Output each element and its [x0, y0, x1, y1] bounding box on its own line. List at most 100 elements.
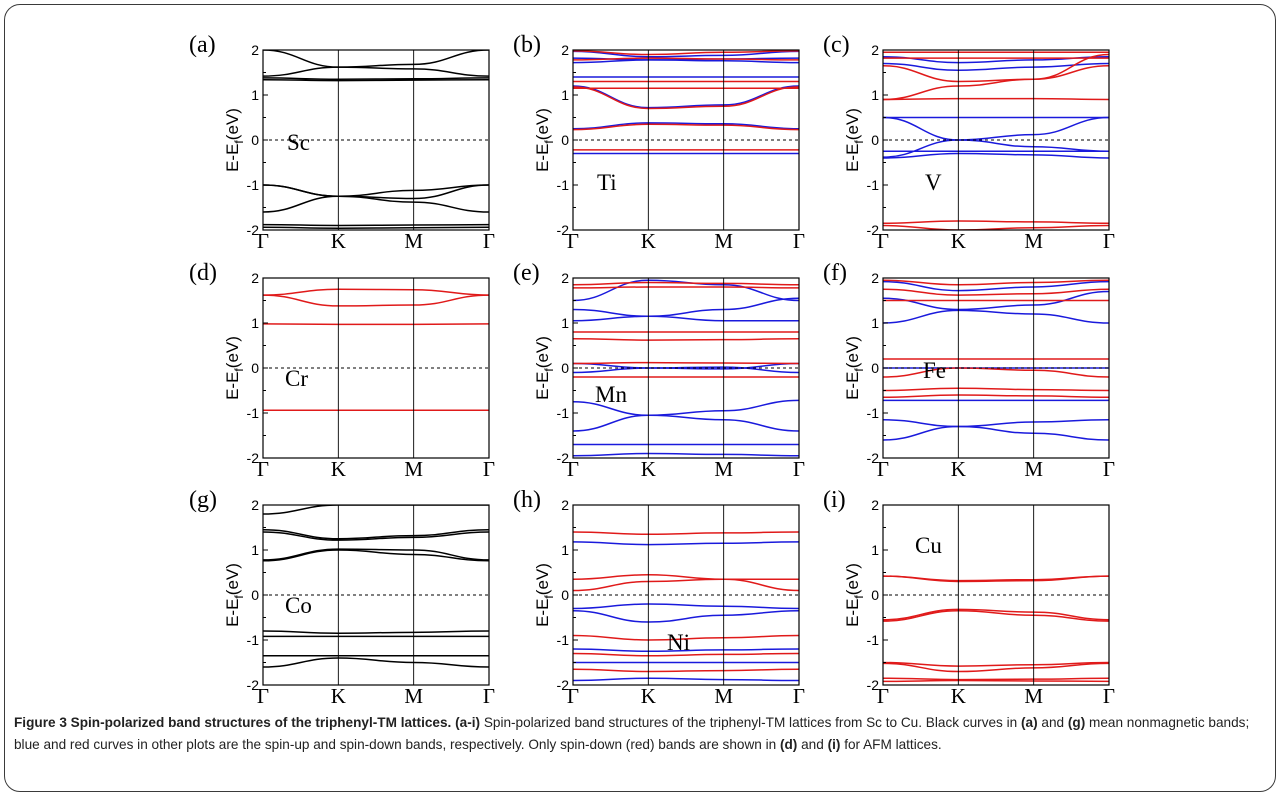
x-tick-label: Γ: [877, 457, 889, 481]
band-spin-up-3: [573, 362, 799, 370]
x-tick-label: K: [331, 229, 346, 253]
y-axis-label: E-Ef(eV): [843, 563, 866, 627]
y-tick-label: -1: [247, 405, 260, 421]
band-lines: [263, 50, 489, 229]
x-tick-label: K: [951, 229, 966, 253]
band-spin-down-12: [883, 387, 1109, 392]
y-tick-label: -2: [247, 222, 260, 238]
band-spin-down-9: [573, 634, 799, 641]
y-axis-label: E-Ef(eV): [223, 563, 246, 627]
caption-ref-a: (a): [1021, 715, 1038, 730]
x-tick-label: K: [641, 229, 656, 253]
band-spin-down-9: [573, 281, 799, 286]
band-nonmagnetic-2: [263, 77, 489, 81]
y-tick-label: -2: [557, 677, 570, 693]
y-axis-label: E-Ef(eV): [533, 336, 556, 400]
band-spin-up-1: [883, 290, 1109, 311]
y-tick-label: 1: [871, 87, 879, 103]
band-lines: [883, 51, 1109, 230]
panel-letter: (g): [189, 487, 217, 513]
band-spin-down-11: [573, 668, 799, 673]
band-spin-down-8: [573, 578, 799, 592]
x-tick-label: K: [951, 457, 966, 481]
y-tick-label: 0: [871, 132, 879, 148]
x-tick-label: Γ: [793, 229, 805, 253]
element-label: Fe: [923, 358, 946, 383]
band-panel-cr: 210-1-2Γ K M ΓE-Ef(eV)(d)Cr: [189, 260, 495, 481]
x-tick-label: Γ: [567, 457, 579, 481]
y-tick-label: -1: [867, 632, 880, 648]
y-tick-label: -1: [557, 632, 570, 648]
x-tick-label: Γ: [483, 457, 495, 481]
caption-sentence-2: mean nonmagnetic bands; blue and red cur…: [14, 715, 1250, 752]
band-spin-down-12: [883, 220, 1109, 224]
y-tick-label: 0: [871, 587, 879, 603]
band-spin-down-8: [573, 57, 799, 61]
y-tick-label: -1: [867, 405, 880, 421]
band-spin-up-1: [573, 603, 799, 610]
caption-ref-d: (d): [779, 736, 798, 752]
x-tick-label: Γ: [877, 684, 889, 708]
band-nonmagnetic-0: [263, 505, 489, 515]
y-tick-label: 2: [251, 497, 259, 513]
band-spin-up-6: [883, 152, 1109, 159]
band-spin-up-3: [883, 116, 1109, 158]
x-tick-label: M: [1024, 457, 1043, 481]
band-spin-down-1: [883, 575, 1109, 583]
band-spin-down-10: [573, 652, 799, 657]
band-panel-v: 210-1-2Γ K M ΓE-Ef(eV)(c)V: [823, 32, 1115, 253]
band-spin-down-4: [883, 661, 1109, 667]
band-spin-down-6: [883, 677, 1109, 681]
y-tick-label: 2: [251, 42, 259, 58]
band-nonmagnetic-3: [263, 548, 489, 561]
band-lines: [263, 288, 489, 412]
band-lines: [573, 531, 799, 682]
x-tick-label: Γ: [257, 684, 269, 708]
x-tick-label: Γ: [793, 457, 805, 481]
caption-sentence-1: Spin-polarized band structures of the tr…: [483, 715, 1018, 730]
figure-frame: [4, 4, 1276, 792]
band-spin-down-13: [573, 361, 799, 365]
band-spin-up-8: [573, 452, 799, 457]
x-tick-label: M: [1024, 229, 1043, 253]
band-nonmagnetic-8: [263, 226, 489, 229]
y-tick-label: -2: [247, 677, 260, 693]
y-tick-label: 2: [561, 42, 569, 58]
panel-letter: (d): [189, 260, 217, 286]
band-nonmagnetic-5: [263, 184, 489, 200]
x-tick-label: K: [951, 684, 966, 708]
y-tick-label: 0: [871, 360, 879, 376]
caption-ref-g: (g): [1067, 715, 1086, 730]
band-spin-up-4: [883, 116, 1109, 152]
band-spin-up-1: [573, 297, 799, 322]
caption-title: Figure 3 Spin-polarized band structures …: [14, 715, 452, 730]
caption-sentence-3: for AFM lattices.: [844, 736, 942, 752]
band-spin-down-7: [883, 279, 1109, 286]
y-tick-label: 1: [871, 315, 879, 331]
y-axis-label: E-Ef(eV): [533, 108, 556, 172]
y-tick-label: 1: [251, 87, 259, 103]
element-label: Mn: [595, 382, 627, 407]
y-tick-label: 2: [871, 497, 879, 513]
band-spin-up-4: [573, 366, 799, 374]
element-label: Co: [285, 593, 312, 618]
panel-letter: (f): [823, 260, 847, 286]
band-spin-down-13: [883, 224, 1109, 230]
band-lines: [573, 50, 799, 155]
x-tick-label: Γ: [1103, 457, 1115, 481]
y-axis-label: E-Ef(eV): [223, 108, 246, 172]
y-tick-label: 0: [561, 587, 569, 603]
caption-and-1: and: [1041, 715, 1065, 730]
band-nonmagnetic-4: [263, 549, 489, 562]
x-tick-label: M: [714, 229, 733, 253]
x-tick-label: K: [641, 457, 656, 481]
band-spin-up-2: [573, 610, 799, 623]
band-spin-down-10: [883, 53, 1109, 101]
y-tick-label: 2: [251, 270, 259, 286]
x-tick-label: Γ: [1103, 229, 1115, 253]
band-lines: [883, 575, 1109, 683]
x-tick-label: Γ: [567, 684, 579, 708]
x-tick-label: M: [404, 457, 423, 481]
x-tick-label: Γ: [877, 229, 889, 253]
